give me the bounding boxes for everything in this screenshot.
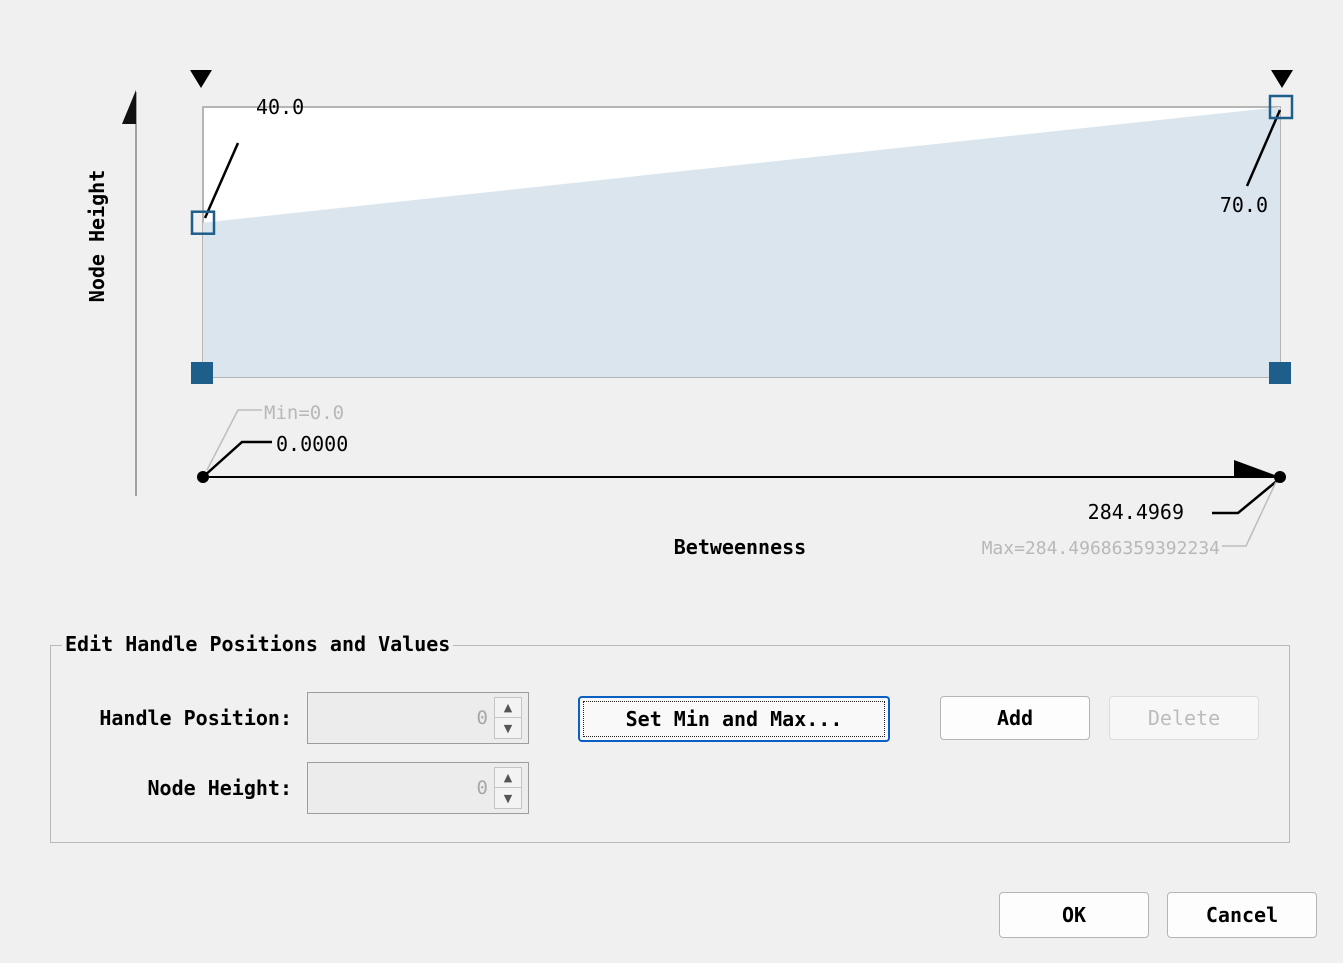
handle-position-spin-buttons[interactable]: ▲ ▼	[494, 697, 522, 739]
spin-up-icon[interactable]: ▲	[495, 698, 521, 718]
max-annotation-label: Max=284.49686359392234	[982, 538, 1220, 559]
delete-label: Delete	[1147, 706, 1221, 730]
left-position-triangle[interactable]	[190, 70, 212, 88]
edit-handle-group	[50, 645, 1290, 843]
node-height-value[interactable]: 0	[476, 777, 488, 799]
left-handle-value-label: 40.0	[256, 95, 304, 119]
handle-position-spinner[interactable]: 0 ▲ ▼	[307, 692, 529, 744]
x-min-leader	[202, 440, 272, 478]
cancel-button[interactable]: Cancel	[1167, 892, 1317, 938]
node-height-label: Node Height:	[147, 776, 293, 800]
min-annotation-leader	[206, 409, 262, 471]
node-height-spin-buttons[interactable]: ▲ ▼	[494, 767, 522, 809]
left-value-handle[interactable]	[190, 210, 216, 235]
spin-down-icon[interactable]: ▼	[503, 721, 513, 735]
set-min-max-label: Set Min and Max...	[625, 707, 843, 731]
cancel-label: Cancel	[1205, 903, 1279, 927]
add-label: Add	[996, 706, 1034, 730]
set-min-max-button[interactable]: Set Min and Max...	[578, 696, 890, 742]
focus-ring	[583, 701, 885, 737]
delete-button[interactable]: Delete	[1109, 696, 1259, 740]
right-position-triangle[interactable]	[1271, 70, 1293, 88]
x-axis-label: Betweenness	[674, 535, 806, 559]
handle-position-label: Handle Position:	[99, 706, 292, 730]
right-bottom-handle[interactable]	[1269, 362, 1291, 384]
x-max-leader	[1212, 479, 1279, 515]
max-annotation-leader	[1222, 481, 1277, 547]
left-bottom-handle[interactable]	[191, 362, 213, 384]
ok-button[interactable]: OK	[999, 892, 1149, 938]
x-min-handle[interactable]	[197, 471, 209, 483]
add-button[interactable]: Add	[940, 696, 1090, 740]
x-max-label: 284.4969	[1088, 500, 1184, 524]
y-axis-label: Node Height	[85, 170, 109, 302]
handle-position-value[interactable]: 0	[476, 707, 488, 729]
edit-handle-group-title: Edit Handle Positions and Values	[62, 632, 454, 656]
min-annotation-label: Min=0.0	[264, 402, 344, 424]
x-min-label: 0.0000	[276, 432, 348, 456]
x-axis-arrow	[1234, 460, 1280, 477]
spin-down-icon[interactable]: ▼	[503, 791, 513, 805]
y-axis-arrow	[122, 90, 136, 124]
ok-label: OK	[1061, 903, 1087, 927]
mapping-chart[interactable]: Node Height 40.0 70.0 Min=0.0 0.0000 284…	[0, 0, 1343, 600]
node-height-spinner[interactable]: 0 ▲ ▼	[307, 762, 529, 814]
spin-up-icon[interactable]: ▲	[495, 768, 521, 788]
left-handle-leader	[203, 142, 240, 219]
area-fill	[203, 107, 1280, 377]
right-handle-value-label: 70.0	[1220, 193, 1268, 217]
right-value-handle[interactable]	[1268, 94, 1294, 120]
right-handle-leader	[1245, 109, 1282, 187]
